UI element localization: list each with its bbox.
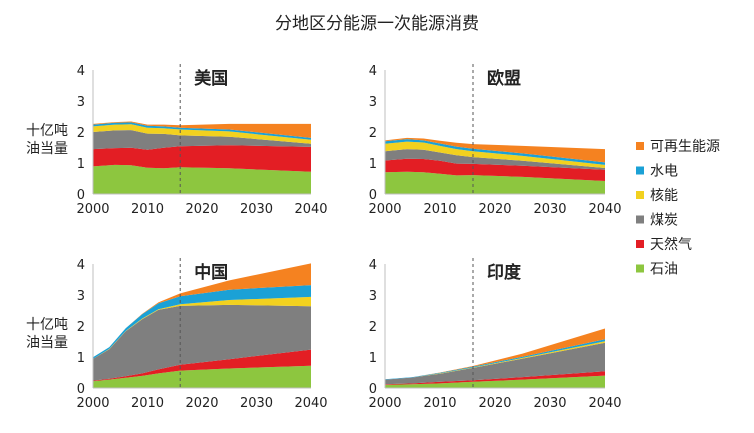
panel-title-3: 印度: [487, 262, 522, 283]
x-tick-0-4: 2040: [294, 202, 327, 217]
legend-swatch-oil: [636, 264, 644, 273]
area-3-2: [385, 342, 605, 385]
y-axis-label-1-0: 十亿吨: [26, 317, 68, 333]
y-axis-label-0-1: 油当量: [26, 141, 68, 157]
area-1-0: [385, 171, 605, 194]
x-tick-1-1: 2010: [423, 202, 456, 217]
x-tick-1-2: 2020: [478, 202, 511, 217]
legend-swatch-coal: [636, 215, 644, 224]
x-tick-2-4: 2040: [294, 396, 327, 411]
x-tick-2-3: 2030: [240, 396, 273, 411]
x-tick-0-2: 2020: [185, 202, 218, 217]
x-tick-3-1: 2010: [423, 396, 456, 411]
x-tick-0-1: 2010: [131, 202, 164, 217]
area-2-2: [93, 304, 311, 381]
y-tick-1-2: 2: [369, 126, 377, 141]
legend-label-coal: 煤炭: [650, 213, 678, 229]
area-1-2: [385, 149, 605, 170]
area-0-2: [93, 130, 311, 150]
panel-2: 0 1 2 3 4 2000 2010 2020 2030 2040 中国: [76, 258, 328, 411]
y-tick-1-0: 0: [369, 188, 377, 203]
y-axis-label-0-0: 十亿吨: [26, 123, 68, 139]
x-tick-0-0: 2000: [76, 202, 109, 217]
area-0-3: [93, 124, 311, 144]
area-0-0: [93, 164, 311, 194]
x-tick-3-2: 2020: [478, 396, 511, 411]
x-tick-1-3: 2030: [533, 202, 566, 217]
area-2-5: [93, 263, 311, 358]
legend-label-oil: 石油: [650, 262, 678, 278]
x-tick-1-0: 2000: [368, 202, 401, 217]
y-tick-3-4: 4: [369, 258, 377, 273]
legend-swatch-hydro: [636, 166, 644, 175]
y-tick-3-0: 0: [369, 382, 377, 397]
panel-1: 0 1 2 3 4 2000 2010 2020 2030 2040 欧盟: [368, 64, 622, 217]
x-tick-1-4: 2040: [588, 202, 621, 217]
area-3-0: [385, 375, 605, 388]
legend-label-hydro: 水电: [650, 164, 678, 180]
legend-swatch-renewables: [636, 142, 644, 150]
y-tick-0-4: 4: [77, 64, 85, 79]
area-0-4: [93, 122, 311, 140]
y-tick-3-2: 2: [369, 320, 377, 335]
y-tick-3-1: 1: [369, 351, 377, 366]
y-tick-0-2: 2: [77, 126, 85, 141]
y-tick-2-3: 3: [77, 289, 85, 304]
area-1-1: [385, 158, 605, 181]
legend-swatch-nuclear: [636, 191, 644, 199]
y-tick-2-0: 0: [77, 382, 85, 397]
area-2-0: [93, 365, 311, 388]
x-tick-2-0: 2000: [76, 396, 109, 411]
panel-3: 0 1 2 3 4 2000 2010 2020 2030 2040 印度: [368, 258, 622, 411]
x-tick-3-0: 2000: [368, 396, 401, 411]
x-tick-3-3: 2030: [533, 396, 566, 411]
y-tick-3-3: 3: [369, 289, 377, 304]
y-tick-2-2: 2: [77, 320, 85, 335]
area-2-4: [93, 285, 311, 359]
x-tick-2-1: 2010: [131, 396, 164, 411]
area-1-3: [385, 141, 605, 168]
chart-title: 分地区分能源一次能源消费: [275, 14, 479, 34]
y-axis-label-1-1: 油当量: [26, 335, 68, 351]
area-0-5: [93, 121, 311, 138]
y-tick-1-1: 1: [369, 157, 377, 172]
area-1-5: [385, 137, 605, 163]
x-tick-2-2: 2020: [185, 396, 218, 411]
area-2-1: [93, 349, 311, 382]
y-tick-1-3: 3: [369, 95, 377, 110]
x-tick-0-3: 2030: [240, 202, 273, 217]
y-tick-0-3: 3: [77, 95, 85, 110]
area-2-3: [93, 296, 311, 359]
legend-label-nuclear: 核能: [650, 188, 678, 204]
legend-label-gas: 天然气: [650, 236, 692, 253]
legend-swatch-gas: [636, 240, 644, 248]
panel-0: 0 1 2 3 4 2000 2010 2020 2030 2040 美国: [76, 64, 328, 217]
area-1-4: [385, 139, 605, 165]
panel-title-0: 美国: [194, 68, 228, 89]
y-tick-1-4: 4: [369, 64, 377, 79]
y-tick-0-0: 0: [77, 188, 85, 203]
y-tick-0-1: 1: [77, 157, 85, 172]
y-tick-2-1: 1: [77, 351, 85, 366]
area-0-1: [93, 145, 311, 172]
y-tick-2-4: 4: [77, 258, 85, 273]
legend-label-renewables: 可再生能源: [650, 139, 720, 155]
panel-title-2: 中国: [194, 262, 228, 283]
panel-title-1: 欧盟: [487, 68, 521, 89]
x-tick-3-4: 2040: [588, 396, 621, 411]
